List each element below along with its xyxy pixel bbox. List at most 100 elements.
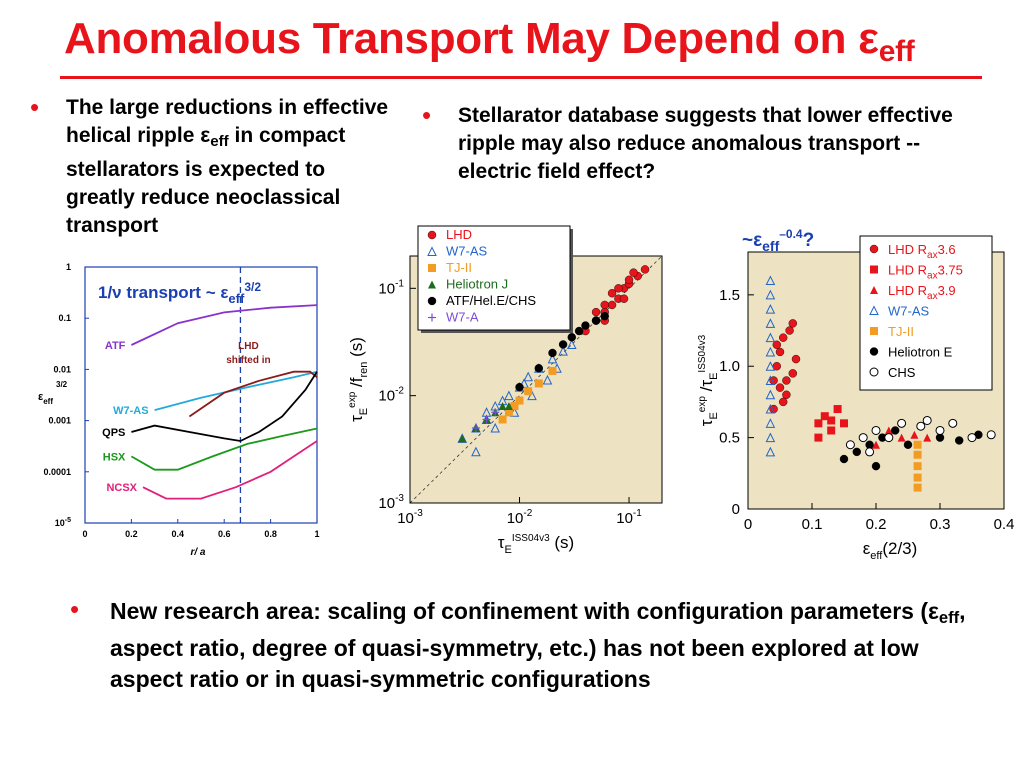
- data-point: [884, 433, 894, 443]
- data-point: [566, 339, 577, 349]
- data-point: [534, 364, 544, 373]
- y-tick-label: 1.5: [719, 287, 740, 304]
- data-point: [913, 440, 922, 449]
- x-tick-label: 0.4: [994, 516, 1015, 533]
- data-point: [547, 353, 558, 364]
- legend-marker: [869, 305, 879, 315]
- data-point: [765, 403, 776, 414]
- data-point: [534, 379, 543, 388]
- data-point: [913, 462, 922, 471]
- data-point: [916, 421, 926, 431]
- x-axis-label: τEISS04v3 (s): [498, 533, 574, 556]
- data-point: [814, 419, 823, 428]
- data-point: [840, 419, 848, 428]
- series-markers: [769, 319, 801, 414]
- data-point: [772, 340, 782, 350]
- data-point: [567, 333, 576, 342]
- data-point: [471, 446, 481, 457]
- data-point: [504, 408, 513, 417]
- series-markers: [872, 426, 932, 449]
- legend-marker: [427, 296, 437, 306]
- legend-marker: [427, 230, 437, 240]
- data-point: [775, 347, 785, 357]
- series-label: ATF: [105, 340, 126, 352]
- legend-marker: [869, 347, 879, 356]
- data-point: [765, 332, 776, 343]
- data-point: [955, 436, 964, 445]
- data-point: [458, 434, 467, 443]
- data-point: [629, 268, 638, 277]
- series-line: [131, 304, 318, 346]
- data-point: [482, 415, 491, 424]
- bullet-2: Stellarator database suggests that lower…: [458, 104, 953, 183]
- data-point: [788, 369, 798, 378]
- series-label: NCSX: [106, 482, 137, 494]
- data-point: [865, 447, 875, 457]
- data-point: [624, 275, 634, 285]
- data-point: [614, 284, 623, 293]
- series-markers: [845, 415, 996, 457]
- plot-frame: [84, 266, 318, 524]
- y-tick-label: 10-3: [378, 493, 404, 512]
- y-axis-label: τEexp /τEISS04v3: [697, 334, 720, 426]
- data-point: [852, 447, 862, 457]
- data-point: [510, 402, 519, 411]
- legend-marker: [869, 367, 879, 377]
- y-tick-label: 1: [66, 262, 71, 272]
- data-point: [765, 361, 776, 371]
- legend-label: TJ-II: [446, 260, 472, 275]
- data-point: [600, 300, 609, 310]
- series-label: QPS: [102, 427, 125, 439]
- x-tick-label: 0.6: [218, 529, 231, 539]
- data-point: [591, 316, 601, 325]
- data-point: [897, 433, 906, 442]
- data-point: [498, 415, 507, 424]
- series-label: HSX: [103, 451, 126, 463]
- legend-label: Heliotron J: [446, 277, 508, 292]
- data-point: [871, 461, 881, 471]
- x-tick-label: 10-1: [616, 508, 642, 527]
- data-point: [765, 446, 776, 457]
- data-point: [872, 440, 880, 449]
- y-axis-label: εeff: [38, 391, 53, 406]
- data-point: [839, 454, 849, 464]
- data-point: [591, 307, 601, 317]
- data-point: [910, 430, 919, 439]
- y-tick-label: 0.01: [53, 364, 71, 374]
- data-point: [782, 376, 791, 385]
- vline-label: LHD: [238, 341, 259, 352]
- data-point: [820, 412, 829, 421]
- data-point: [581, 321, 590, 330]
- data-point: [558, 345, 568, 356]
- series-line: [130, 427, 318, 471]
- data-point: [903, 440, 913, 449]
- vline-label: shifted in: [226, 355, 270, 366]
- page-title: Anomalous Transport May Depend on εeff: [64, 14, 915, 68]
- data-point: [607, 289, 617, 298]
- x-tick-label: 0: [82, 529, 87, 539]
- x-tick-label: 0.4: [172, 529, 185, 539]
- legend-box: [859, 235, 993, 391]
- data-point: [913, 450, 922, 459]
- x-tick-label: 10-2: [507, 508, 533, 527]
- x-tick-label: 0: [744, 516, 752, 533]
- data-point: [574, 326, 584, 336]
- legend-label: LHD Rax3.6: [888, 242, 956, 261]
- y-axis-label-exponent: 3/2: [56, 380, 68, 389]
- series-line: [131, 371, 318, 442]
- data-point: [827, 426, 836, 435]
- series-markers: [765, 275, 776, 457]
- y-tick-label: 0: [732, 501, 740, 518]
- data-point: [558, 340, 568, 349]
- y-tick-label: 0.001: [48, 416, 71, 426]
- data-point: [897, 418, 907, 428]
- series-markers: [515, 311, 609, 392]
- data-point: [775, 383, 785, 392]
- bullet-dot-2: •: [422, 100, 432, 130]
- series-label: W7-AS: [113, 405, 148, 417]
- y-axis-label: τEexp /fren (s): [347, 337, 370, 422]
- legend-marker: [869, 244, 879, 254]
- series-markers: [814, 405, 848, 442]
- data-point: [600, 311, 609, 321]
- ripple-dependence-chart: 0 0.1 0.2 0.3 0.4 0 0.5 1.0 1.5 εeff(2/3) τEexp /τ…: [697, 227, 1015, 562]
